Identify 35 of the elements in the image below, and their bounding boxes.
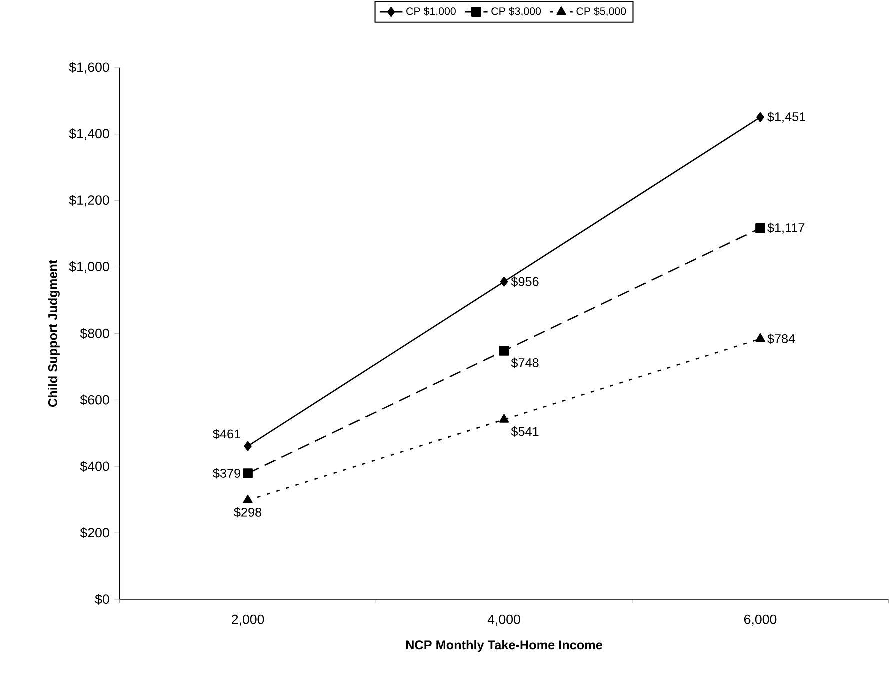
point <box>499 414 510 423</box>
x-tick-label: 2,000 <box>232 614 264 626</box>
data-label: $1,117 <box>768 222 805 234</box>
x-axis-title: NCP Monthly Take-Home Income <box>406 640 602 652</box>
y-tick-label: $1,200 <box>69 194 110 206</box>
y-tick-label: $800 <box>80 328 110 339</box>
legend-label: CP $1,000 <box>406 6 456 16</box>
point <box>244 441 252 452</box>
point <box>756 333 766 342</box>
data-label: $379 <box>213 468 240 478</box>
y-axis-title: Child Support Judgment <box>48 260 60 407</box>
point <box>499 346 510 356</box>
legend-label: CP $5,000 <box>576 6 626 16</box>
y-tick-label: $1,600 <box>69 62 110 74</box>
y-tick-label: $0 <box>95 594 110 605</box>
x-tick-label: 4,000 <box>488 614 520 626</box>
y-tick-label: $1,400 <box>69 128 110 140</box>
point <box>756 223 766 234</box>
data-label: $541 <box>511 426 539 437</box>
y-tick-label: $600 <box>80 394 110 406</box>
data-label: $298 <box>234 507 262 518</box>
data-label: $461 <box>213 428 240 440</box>
data-label: $784 <box>768 334 796 344</box>
x-tick-label: 6,000 <box>744 614 777 626</box>
y-tick-label: $1,000 <box>69 261 110 273</box>
legend-label: CP $3,000 <box>492 6 542 16</box>
point <box>243 494 253 504</box>
point <box>243 468 253 478</box>
point <box>500 276 508 287</box>
y-tick-label: $200 <box>80 527 110 538</box>
data-label: $748 <box>511 358 539 368</box>
point <box>756 112 764 122</box>
data-label: $1,451 <box>768 112 806 123</box>
y-tick-label: $400 <box>80 460 110 472</box>
data-label: $956 <box>511 276 539 287</box>
